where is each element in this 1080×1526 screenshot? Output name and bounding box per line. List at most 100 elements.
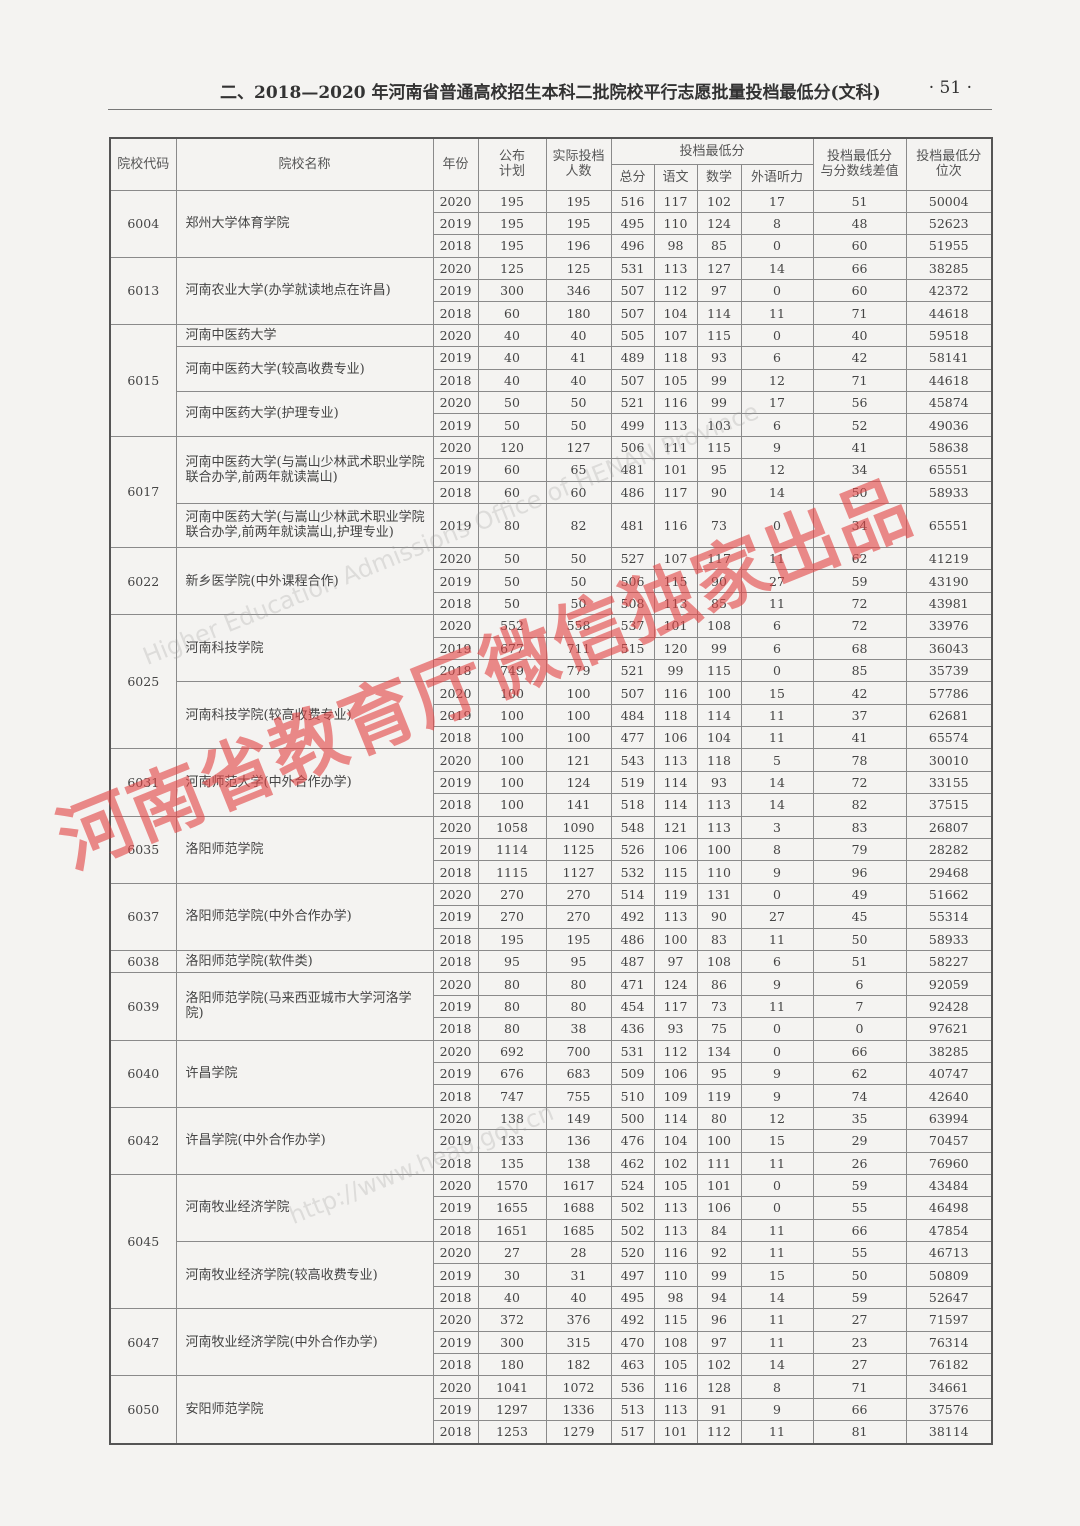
header-diff: 投档最低分 与分数线差值 [812, 137, 907, 191]
cell-actual: 270 [545, 905, 612, 929]
cell-diff: 56 [812, 391, 907, 415]
cell-listening: 0 [740, 1017, 814, 1041]
cell-chinese: 106 [653, 838, 698, 862]
cell-rank: 51955 [905, 234, 993, 258]
cell-year: 2019 [432, 211, 479, 236]
cell-plan: 747 [477, 1084, 547, 1108]
cell-actual: 700 [545, 1039, 612, 1063]
cell-rank: 70457 [905, 1129, 993, 1153]
cell-plan: 300 [477, 279, 547, 303]
cell-math: 115 [696, 658, 742, 683]
cell-rank: 92059 [905, 972, 993, 996]
cell-listening: 9 [740, 860, 814, 884]
cell-total: 548 [610, 815, 655, 840]
cell-rank: 44618 [905, 368, 993, 393]
cell-diff: 42 [812, 346, 907, 370]
cell-rank: 76182 [905, 1353, 993, 1377]
cell-actual: 138 [545, 1151, 612, 1175]
cell-rank: 51662 [905, 882, 993, 907]
school-name: 河南牧业经济学院 [175, 1173, 434, 1243]
table-row: 6004 郑州大学体育学院 2020 195 195 516 117 102 17 51 50004 [109, 189, 993, 258]
cell-math: 115 [696, 323, 742, 348]
cell-listening: 12 [740, 1106, 814, 1131]
cell-plan: 195 [477, 189, 547, 213]
cell-actual: 1617 [545, 1173, 612, 1198]
cell-diff: 55 [812, 1241, 907, 1265]
cell-diff: 68 [812, 636, 907, 660]
cell-math: 106 [696, 1196, 742, 1220]
cell-rank: 63994 [905, 1106, 993, 1131]
cell-rank: 42372 [905, 279, 993, 303]
cell-year: 2019 [432, 1263, 479, 1287]
cell-diff: 27 [812, 1308, 907, 1332]
cell-rank: 38114 [905, 1420, 993, 1445]
cell-listening: 6 [740, 614, 814, 638]
cell-year: 2020 [432, 614, 479, 638]
cell-chinese: 117 [653, 480, 698, 504]
cell-rank: 76960 [905, 1151, 993, 1175]
cell-rank: 65551 [905, 502, 993, 548]
school-name: 河南科技学院 [175, 614, 434, 683]
cell-year: 2020 [432, 882, 479, 907]
cell-chinese: 116 [653, 681, 698, 705]
table-body: 6004 郑州大学体育学院 2020 195 195 516 117 102 17 51 50004… [109, 189, 993, 1445]
table-row: 6025 河南科技学院 2020 552 558 537 101 108 6 72 33976 [109, 614, 993, 750]
cell-year: 2020 [432, 972, 479, 996]
cell-plan: 100 [477, 793, 547, 817]
school-code: 6047 [109, 1308, 177, 1377]
cell-math: 99 [696, 1263, 742, 1287]
cell-actual: 195 [545, 189, 612, 213]
cell-diff: 81 [812, 1420, 907, 1445]
header-plan: 公布 计划 [477, 137, 547, 191]
cell-math: 110 [696, 860, 742, 884]
cell-plan: 138 [477, 1106, 547, 1131]
cell-diff: 60 [812, 279, 907, 303]
cell-diff: 6 [812, 972, 907, 996]
cell-diff: 23 [812, 1330, 907, 1355]
cell-chinese: 114 [653, 793, 698, 817]
table-row: 2019 30 31 497 110 99 15 50 50809 [110, 1263, 993, 1287]
cell-listening: 11 [740, 301, 814, 325]
cell-listening: 12 [740, 458, 814, 482]
school-code: 6017 [109, 435, 177, 548]
cell-plan: 40 [477, 346, 547, 370]
table-row: 2018 1651 1685 502 113 84 11 66 47854 [110, 1218, 993, 1243]
cell-rank: 71597 [905, 1308, 993, 1332]
school-name: 河南师范大学(中外合作办学) [175, 748, 434, 817]
cell-diff: 55 [812, 1196, 907, 1220]
cell-rank: 42640 [905, 1084, 993, 1108]
cell-plan: 180 [477, 1353, 547, 1377]
cell-year: 2019 [432, 838, 479, 862]
cell-math: 100 [696, 1129, 742, 1153]
header-actual: 实际投档 人数 [545, 137, 612, 191]
cell-chinese: 115 [653, 860, 698, 884]
cell-actual: 141 [545, 793, 612, 817]
cell-total: 496 [610, 234, 655, 258]
cell-chinese: 113 [653, 1196, 698, 1220]
cell-chinese: 115 [653, 569, 698, 593]
cell-math: 91 [696, 1397, 742, 1422]
table-row: 2018 747 755 510 109 119 9 74 42640 [110, 1084, 993, 1108]
cell-listening: 6 [740, 949, 814, 974]
cell-diff: 82 [812, 793, 907, 817]
cell-plan: 120 [477, 435, 547, 460]
cell-chinese: 107 [653, 546, 698, 571]
cell-year: 2018 [432, 860, 479, 884]
table-row: 2018 50 50 508 113 85 11 72 43981 [110, 591, 993, 616]
cell-year: 2020 [432, 1173, 479, 1198]
cell-plan: 60 [477, 301, 547, 325]
cell-plan: 50 [477, 413, 547, 437]
cell-plan: 676 [477, 1061, 547, 1086]
cell-total: 486 [610, 927, 655, 952]
cell-diff: 66 [812, 1218, 907, 1243]
header-rule [108, 109, 992, 110]
cell-actual: 95 [545, 949, 612, 974]
cell-listening: 11 [740, 1218, 814, 1243]
cell-total: 537 [610, 614, 655, 638]
cell-diff: 66 [812, 1039, 907, 1063]
school-name: 洛阳师范学院(马来西亚城市大学河洛学院) [175, 972, 434, 1041]
cell-year: 2019 [432, 994, 479, 1019]
cell-listening: 8 [740, 211, 814, 236]
cell-total: 476 [610, 1129, 655, 1153]
school-name: 河南中医药大学(与嵩山少林武术职业学院联合办学,前两年就读嵩山,护理专业) [175, 502, 434, 548]
